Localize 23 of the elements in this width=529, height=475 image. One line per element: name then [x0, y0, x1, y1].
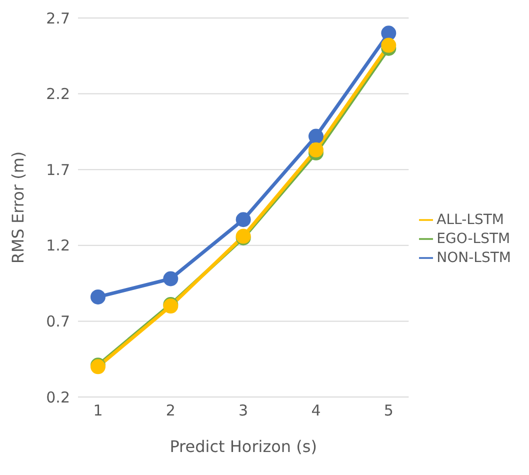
x-tick-label: 1 [93, 402, 103, 420]
legend-label: ALL-LSTM [436, 212, 504, 228]
x-tick-label: 5 [384, 402, 394, 420]
point [381, 38, 396, 53]
y-tick-label: 0.7 [46, 312, 70, 331]
legend-label: EGO-LSTM [436, 231, 510, 247]
y-axis-title: RMS Error (m) [8, 151, 28, 264]
point [90, 289, 106, 304]
point [381, 26, 396, 41]
y-tick-label: 2.2 [46, 85, 70, 104]
y-tick-label: 0.2 [46, 388, 70, 406]
x-tick-label: 4 [311, 402, 321, 420]
point [163, 271, 178, 286]
point [236, 212, 251, 228]
y-tick-label: 2.7 [46, 9, 70, 28]
point [308, 128, 324, 144]
point [308, 142, 324, 158]
y-tick-label: 1.2 [46, 236, 70, 255]
y-tick-label: 1.7 [46, 160, 70, 179]
x-tick-label: 2 [166, 402, 176, 420]
legend-label: NON-LSTM [436, 250, 511, 266]
x-axis-title: Predict Horizon (s) [170, 437, 317, 456]
x-tick-label: 3 [238, 402, 248, 420]
